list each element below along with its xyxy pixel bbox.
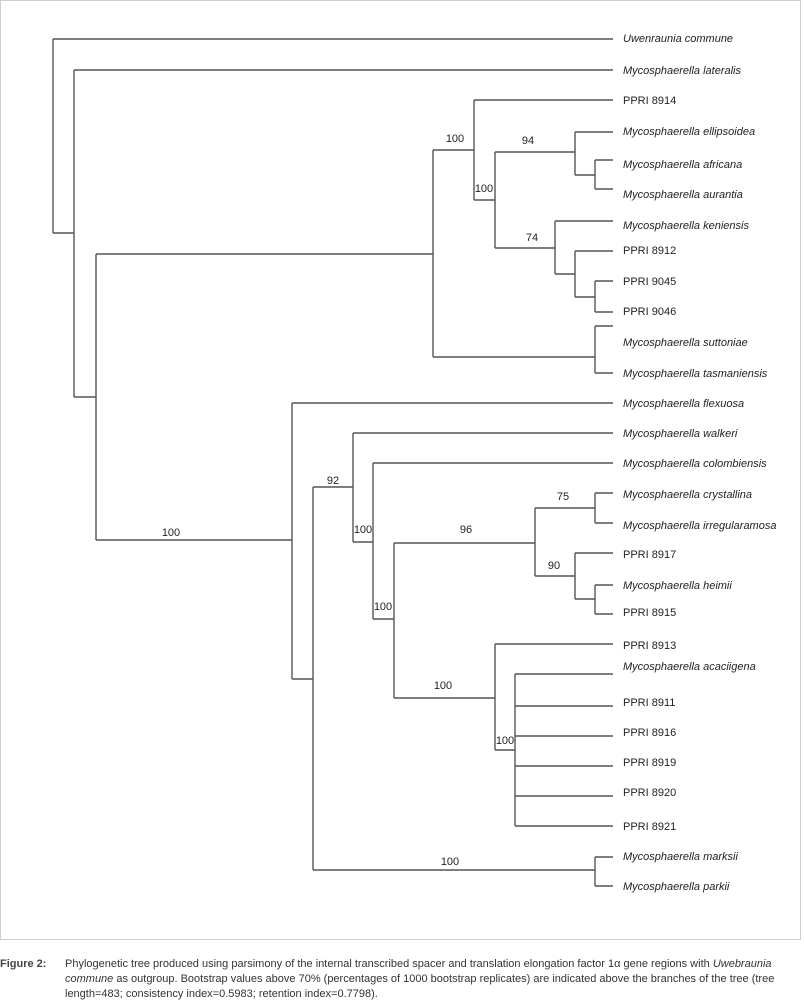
- tip-label: PPRI 8916: [623, 727, 676, 739]
- tip-label: PPRI 9045: [623, 276, 676, 288]
- bootstrap-value: 100: [475, 183, 493, 195]
- tip-label: Mycosphaerella suttoniae: [623, 337, 748, 349]
- caption-text-end: as outgroup. Bootstrap values above 70% …: [65, 973, 775, 1000]
- figure-caption: Figure 2: Phylogenetic tree produced usi…: [0, 957, 804, 1002]
- bootstrap-value: 90: [548, 560, 560, 572]
- tip-labels: Uwenraunia commune Mycosphaerella latera…: [623, 33, 776, 893]
- tip-label: PPRI 8921: [623, 821, 676, 833]
- caption-text-start: Phylogenetic tree produced using parsimo…: [65, 958, 713, 970]
- tip-label: Uwenraunia commune: [623, 33, 733, 45]
- bootstrap-value: 100: [446, 133, 464, 145]
- tip-label: Mycosphaerella parkii: [623, 881, 730, 893]
- caption-text: Phylogenetic tree produced using parsimo…: [65, 957, 804, 1002]
- bootstrap-value: 96: [460, 524, 472, 536]
- tip-label: PPRI 8917: [623, 549, 676, 561]
- tip-label: Mycosphaerella keniensis: [623, 220, 749, 232]
- tip-label: Mycosphaerella aurantia: [623, 189, 743, 201]
- tip-label: Mycosphaerella ellipsoidea: [623, 126, 755, 138]
- figure-frame: [0, 0, 801, 940]
- bootstrap-value: 100: [441, 856, 459, 868]
- tip-label: PPRI 8912: [623, 245, 676, 257]
- caption-outgroup-name: Uwebraunia commune: [65, 958, 772, 985]
- bootstrap-value: 100: [434, 680, 452, 692]
- bootstrap-value: 100: [496, 735, 514, 747]
- branches-outgroup: [52, 38, 613, 541]
- branches-clade-upper: [432, 99, 613, 374]
- tip-label: PPRI 8919: [623, 757, 676, 769]
- bootstrap-value: 94: [522, 135, 534, 147]
- bootstrap-value: 92: [327, 475, 339, 487]
- branches-clade-lower: [291, 402, 613, 887]
- bootstrap-value: 74: [526, 232, 538, 244]
- bootstrap-labels: 100 100 94 74 100 92 100 100 96 75 90 10…: [162, 133, 569, 868]
- tip-label: Mycosphaerella marksii: [623, 851, 738, 863]
- caption-label: Figure 2:: [0, 958, 47, 970]
- bootstrap-value: 75: [557, 491, 569, 503]
- tip-label: Mycosphaerella flexuosa: [623, 398, 744, 410]
- bootstrap-value: 100: [162, 527, 180, 539]
- tip-label: PPRI 9046: [623, 306, 676, 318]
- tip-label: PPRI 8914: [623, 95, 676, 107]
- phylogenetic-tree: Uwenraunia commune Mycosphaerella latera…: [52, 33, 776, 893]
- tip-label: Mycosphaerella heimii: [623, 580, 732, 592]
- tip-label: PPRI 8915: [623, 607, 676, 619]
- bootstrap-value: 100: [374, 601, 392, 613]
- tip-label: Mycosphaerella tasmaniensis: [623, 368, 768, 380]
- tip-label: Mycosphaerella walkeri: [623, 428, 738, 440]
- tip-label: PPRI 8920: [623, 787, 676, 799]
- tip-label: Mycosphaerella acaciigena: [623, 661, 756, 673]
- tip-label: PPRI 8913: [623, 640, 676, 652]
- tip-label: Mycosphaerella colombiensis: [623, 458, 767, 470]
- tip-label: Mycosphaerella lateralis: [623, 65, 741, 77]
- tip-label: PPRI 8911: [623, 697, 675, 709]
- tip-label: Mycosphaerella africana: [623, 159, 742, 171]
- bootstrap-value: 100: [354, 524, 372, 536]
- tip-label: Mycosphaerella irregularamosa: [623, 520, 776, 532]
- tip-label: Mycosphaerella crystallina: [623, 489, 752, 501]
